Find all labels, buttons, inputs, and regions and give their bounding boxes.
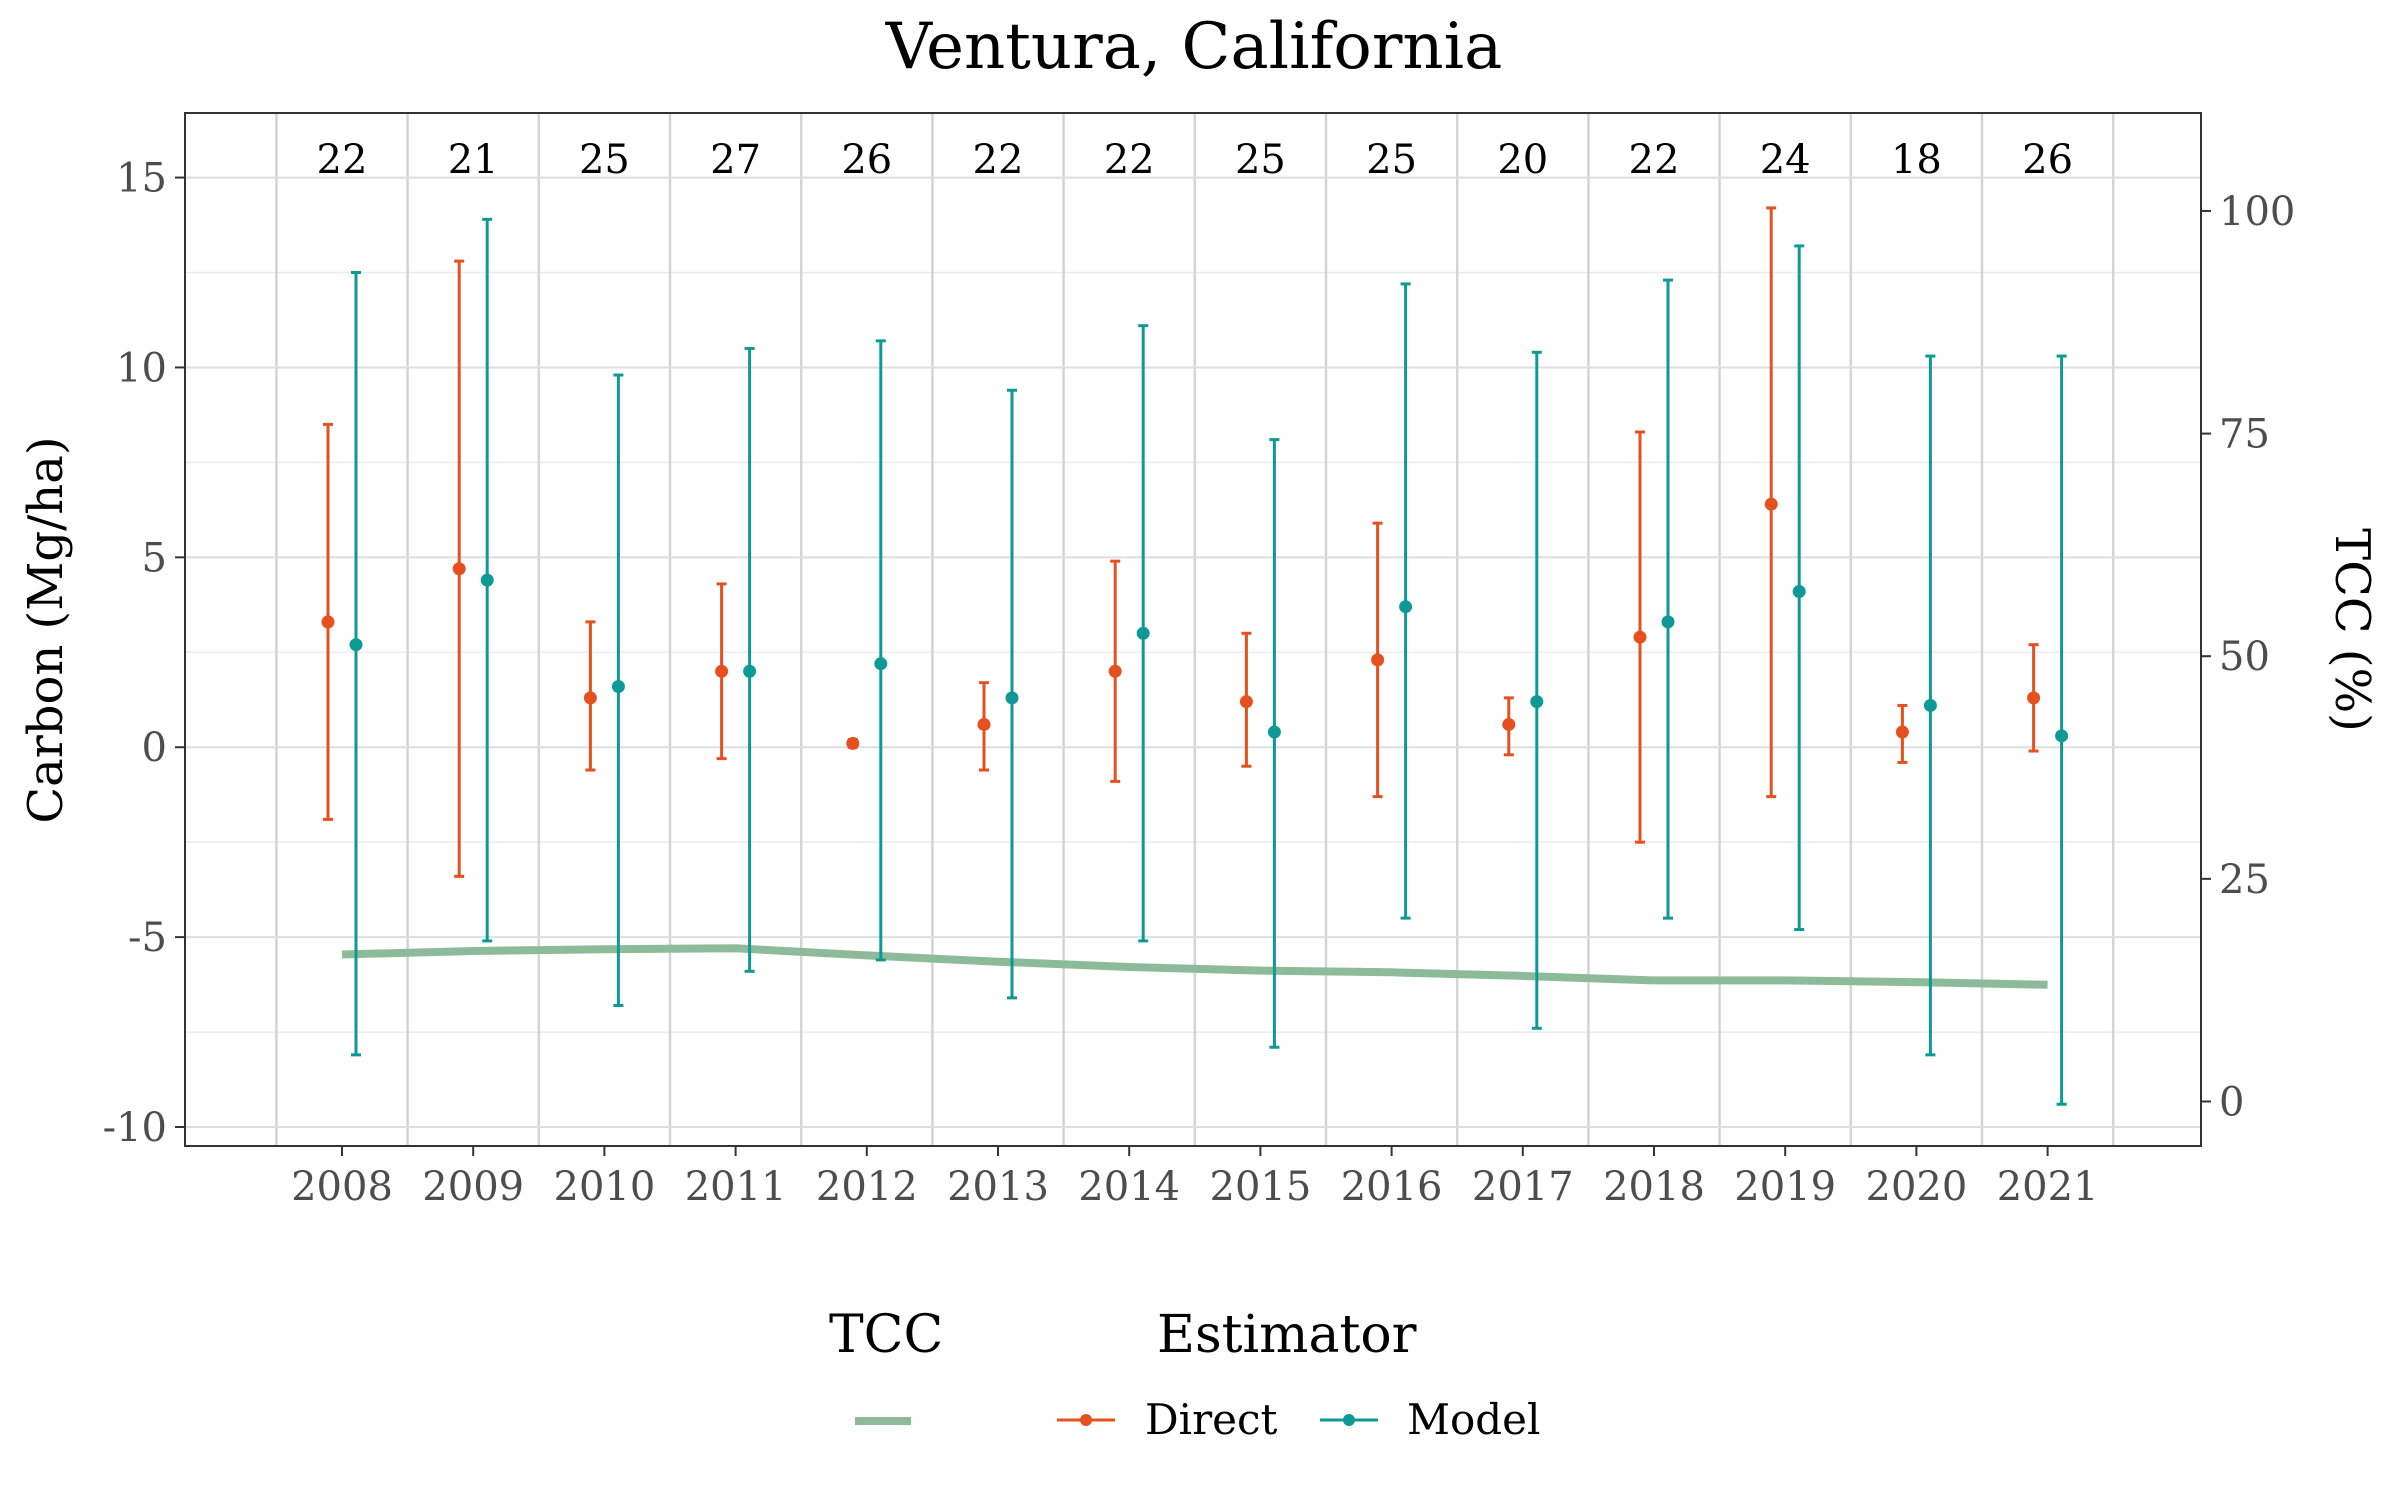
sample-count-label: 22 <box>973 137 1024 183</box>
x-tick-label: 2019 <box>1734 1164 1836 1210</box>
direct-point <box>977 717 991 731</box>
y-axis-title: Carbon (Mg/ha) <box>18 436 74 823</box>
legend-key-model-point <box>1343 1414 1355 1426</box>
legend-title-tcc: TCC <box>829 1305 943 1365</box>
legend-label-direct: Direct <box>1145 1395 1278 1444</box>
y2-axis-title: TCC (%) <box>2324 528 2380 732</box>
tcc-line-layer <box>341 944 2048 989</box>
y2-tick-label: 100 <box>2219 189 2295 235</box>
x-tick-label: 2011 <box>685 1164 787 1210</box>
legend: TCC Estimator Direct Model <box>829 1305 1540 1444</box>
y-tick-label: 0 <box>142 725 167 771</box>
model-point <box>1661 615 1675 629</box>
x-tick-label: 2009 <box>422 1164 524 1210</box>
y2-tick-label: 0 <box>2219 1079 2244 1125</box>
x-tick-label: 2021 <box>1997 1164 2099 1210</box>
y2-tick-label: 75 <box>2219 412 2270 458</box>
sample-count-label: 25 <box>1366 137 1417 183</box>
x-axis: 2008 2009 2010 2011 2012 2013 2014 2015 2016 2017… <box>291 1146 2098 1210</box>
model-point <box>874 657 888 671</box>
model-point <box>1923 698 1937 712</box>
sample-count-label: 22 <box>1104 137 1155 183</box>
sample-count-label: 24 <box>1760 137 1811 183</box>
direct-point <box>1502 717 1516 731</box>
direct-point <box>846 736 860 750</box>
model-point <box>1399 600 1413 614</box>
model-point <box>349 638 363 652</box>
panel-border <box>184 112 2202 1147</box>
x-tick-label: 2012 <box>816 1164 918 1210</box>
direct-point <box>715 664 729 678</box>
x-tick-label: 2016 <box>1341 1164 1443 1210</box>
model-point <box>611 679 625 693</box>
sample-count-label: 26 <box>841 137 892 183</box>
y-tick-label: 15 <box>116 156 167 202</box>
x-tick-label: 2018 <box>1603 1164 1705 1210</box>
x-tick-label: 2013 <box>947 1164 1049 1210</box>
y-tick-label: -10 <box>103 1105 167 1151</box>
x-tick-label: 2020 <box>1866 1164 1968 1210</box>
point-layer <box>321 497 2069 750</box>
sample-count-label: 21 <box>448 137 499 183</box>
model-point <box>480 573 494 587</box>
legend-key-direct-point <box>1080 1414 1092 1426</box>
sample-count-label: 22 <box>317 137 368 183</box>
model-point <box>743 664 757 678</box>
y-axis-right: 0 25 50 75 100 <box>2201 189 2295 1125</box>
x-tick-label: 2010 <box>554 1164 656 1210</box>
model-point <box>2055 729 2069 743</box>
direct-point <box>1895 725 1909 739</box>
sample-count-label: 20 <box>1497 137 1548 183</box>
direct-point <box>452 562 466 576</box>
model-point <box>1530 695 1544 709</box>
model-point <box>1267 725 1281 739</box>
direct-point <box>1371 653 1385 667</box>
sample-count-label: 26 <box>2022 137 2073 183</box>
tcc-line <box>341 944 2048 989</box>
y-tick-label: 5 <box>142 535 167 581</box>
sample-count-label: 27 <box>710 137 761 183</box>
direct-point <box>583 691 597 705</box>
grid-minor <box>185 271 2201 1033</box>
direct-point <box>1764 497 1778 511</box>
legend-title-estimator: Estimator <box>1157 1305 1417 1365</box>
legend-label-model: Model <box>1407 1395 1540 1444</box>
model-point <box>1136 626 1150 640</box>
x-tick-label: 2015 <box>1210 1164 1312 1210</box>
y2-tick-label: 50 <box>2219 634 2270 680</box>
x-tick-label: 2008 <box>291 1164 393 1210</box>
y-tick-label: -5 <box>128 915 167 961</box>
direct-point <box>1239 695 1253 709</box>
y-tick-label: 10 <box>116 345 167 391</box>
y2-tick-label: 25 <box>2219 857 2270 903</box>
count-labels: 22 21 25 27 26 22 22 25 25 20 22 24 18 26 <box>317 137 2074 183</box>
sample-count-label: 25 <box>1235 137 1286 183</box>
direct-point <box>321 615 335 629</box>
direct-point <box>1108 664 1122 678</box>
sample-count-label: 22 <box>1629 137 1680 183</box>
plot-panel: 22 21 25 27 26 22 22 25 25 20 22 24 18 26 <box>184 112 2202 1147</box>
direct-point <box>1633 630 1647 644</box>
y-axis-left: -10 -5 0 5 10 15 <box>103 156 185 1151</box>
x-tick-label: 2017 <box>1472 1164 1574 1210</box>
sample-count-label: 18 <box>1891 137 1942 183</box>
direct-point <box>2027 691 2041 705</box>
model-point <box>1005 691 1019 705</box>
model-point <box>1792 585 1806 599</box>
sample-count-label: 25 <box>579 137 630 183</box>
x-tick-label: 2014 <box>1078 1164 1180 1210</box>
chart-title: Ventura, California <box>885 10 1503 84</box>
